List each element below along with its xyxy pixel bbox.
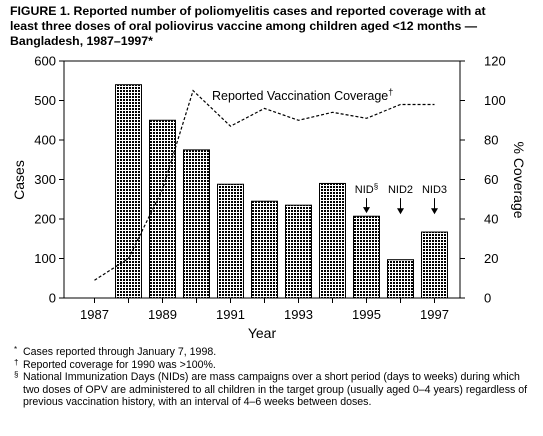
y-tick-label: 300	[34, 172, 56, 187]
nid-label: NID3	[422, 184, 447, 196]
legend-coverage-marker: †	[388, 87, 393, 97]
bar	[149, 119, 176, 299]
bar	[285, 204, 312, 299]
nid-arrow-head	[397, 208, 404, 215]
nid-label-text: NID3	[422, 184, 447, 196]
y-axis-label: Cases	[11, 160, 27, 200]
footnote: † Reported coverage for 1990 was >100%.	[14, 357, 536, 372]
right-axis: 0 20 40 60 80 100 120	[460, 54, 506, 306]
figure-title: FIGURE 1. Reported number of poliomyelit…	[10, 4, 538, 49]
bar	[421, 231, 448, 299]
left-axis: 0 100 200 300 400 500 600	[34, 54, 64, 306]
y-tick-label: 600	[34, 54, 56, 69]
bar	[353, 215, 380, 299]
legend-coverage: Reported Vaccination Coverage†	[212, 87, 393, 103]
footnote: § National Immunization Days (NIDs) are …	[14, 370, 536, 409]
nid-label-text: NID2	[388, 184, 413, 196]
y2-tick-label: 40	[484, 212, 498, 227]
bar	[115, 84, 142, 299]
nid-label-sup: §	[374, 182, 378, 191]
y2-tick-label: 120	[484, 54, 506, 69]
nid-label: NID§	[355, 182, 378, 196]
polio-chart: 0 100 200 300 400 500 600 0 20 40 60 80 100 120 1987…	[11, 54, 527, 342]
bar	[183, 149, 210, 299]
y-tick-label: 400	[34, 133, 56, 148]
x-tick-label: 1995	[352, 307, 381, 322]
footnote-text: Cases reported through January 7, 1998.	[23, 346, 217, 358]
coverage-line	[94, 89, 435, 281]
nid-arrow-head	[363, 207, 370, 214]
y2-tick-label: 80	[484, 133, 498, 148]
footnote-marker: *	[14, 345, 18, 354]
bar	[319, 182, 346, 299]
figure-title-line: Bangladesh, 1987–1997*	[10, 34, 153, 48]
nid-arrow-head	[431, 208, 438, 215]
footnote: * Cases reported through January 7, 1998…	[14, 345, 536, 359]
legend-coverage-label: Reported Vaccination Coverage	[212, 89, 388, 103]
y-tick-label: 500	[34, 93, 56, 108]
x-axis: 1987 1989 1991 1993 1995 1997	[80, 298, 449, 322]
bar-series	[115, 84, 448, 299]
footnote-marker: §	[14, 370, 19, 379]
figure-title-line: FIGURE 1. Reported number of poliomyelit…	[10, 4, 486, 18]
y2-tick-label: 20	[484, 251, 498, 266]
x-tick-label: 1993	[284, 307, 313, 322]
y2-tick-label: 60	[484, 172, 498, 187]
y2-tick-label: 0	[484, 291, 491, 306]
x-axis-label: Year	[248, 325, 277, 341]
figure-title-line: least three doses of oral poliovirus vac…	[10, 19, 478, 33]
x-tick-label: 1989	[148, 307, 177, 322]
y2-tick-label: 100	[484, 93, 506, 108]
bar	[251, 200, 278, 299]
footnote-marker: †	[14, 357, 19, 367]
x-tick-label: 1987	[80, 307, 109, 322]
nid-label-text: NID	[355, 184, 374, 196]
nid-annotations: NID§ NID2 NID3	[355, 182, 447, 215]
x-tick-label: 1991	[216, 307, 245, 322]
y-tick-label: 0	[49, 291, 56, 306]
bar	[387, 259, 414, 299]
nid-label: NID2	[388, 184, 413, 196]
bar	[217, 183, 244, 299]
y-tick-label: 200	[34, 212, 56, 227]
x-tick-label: 1997	[420, 307, 449, 322]
y2-axis-label: % Coverage	[511, 141, 527, 218]
coverage-line-series	[94, 89, 435, 281]
footnotes: * Cases reported through January 7, 1998…	[14, 345, 536, 409]
footnote-text: Reported coverage for 1990 was >100%.	[23, 358, 216, 371]
footnote-text: National Immunization Days (NIDs) are ma…	[23, 371, 528, 408]
y-tick-label: 100	[34, 251, 56, 266]
